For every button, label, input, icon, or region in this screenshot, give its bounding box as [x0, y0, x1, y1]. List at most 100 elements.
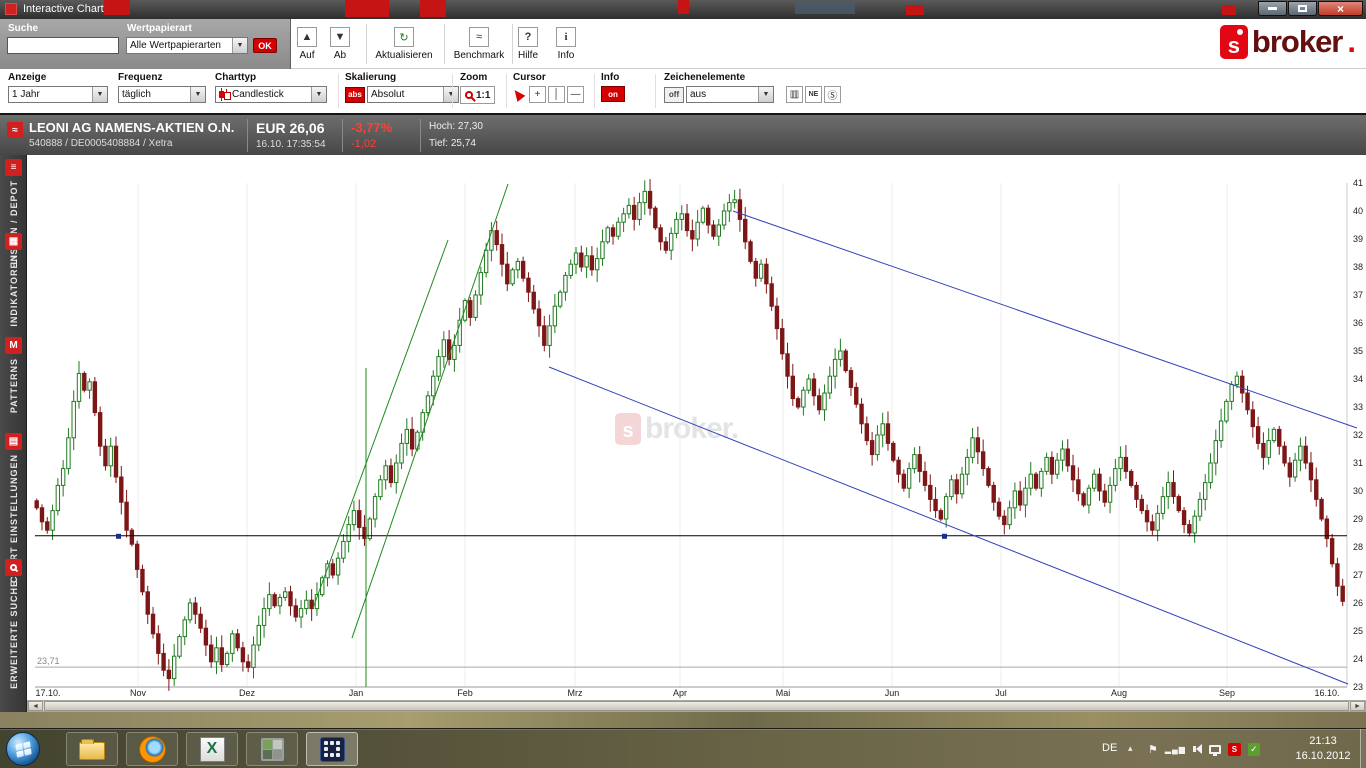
zeichenelemente-select[interactable]: aus ▼: [686, 86, 774, 103]
sidebar-item-indikatoren[interactable]: ▦ INDIKATOREN: [0, 233, 27, 327]
chevron-down-icon[interactable]: ▼: [232, 38, 247, 53]
scroll-right-button[interactable]: ►: [1350, 701, 1365, 711]
sidebar-item-patterns[interactable]: M PATTERNS: [0, 337, 27, 413]
app-tiles-icon: [259, 736, 285, 762]
candle: [758, 259, 764, 282]
magnifier-icon: [465, 91, 473, 99]
candle: [1150, 514, 1155, 535]
sidebar-item-chart-einstellungen[interactable]: ▤ CHART EINSTELLUNGEN: [0, 433, 27, 583]
candle: [1155, 504, 1160, 542]
taskbar-app-button[interactable]: [246, 732, 298, 766]
candlestick-plot[interactable]: 23,71 41 40 39 38 37 36 35 34 33 32 31 30 29 28 27 26 25 2…: [27, 155, 1366, 700]
candle: [690, 219, 695, 252]
vline-cursor-button[interactable]: │: [548, 86, 565, 103]
candle: [240, 641, 246, 672]
separator: [338, 74, 339, 108]
candle: [187, 598, 193, 624]
candle: [891, 441, 896, 463]
bar-chart-icon[interactable]: ▥: [786, 86, 803, 103]
candle: [906, 462, 912, 498]
benchmark-button[interactable]: ≈ Benchmark: [450, 27, 508, 61]
taskbar-firefox-button[interactable]: [126, 732, 178, 766]
zoom-1-1-button[interactable]: 1:1: [460, 86, 496, 104]
skalierung-select[interactable]: Absolut ▼: [367, 86, 459, 103]
off-badge[interactable]: off: [664, 86, 684, 103]
candle: [330, 559, 335, 579]
candle: [1261, 432, 1266, 470]
volume-icon[interactable]: [1192, 744, 1202, 754]
candle: [499, 233, 505, 277]
hilfe-button[interactable]: ? Hilfe: [518, 27, 538, 61]
chart-area[interactable]: s broker. 23,71 41 40 39 38 37 36 35 34 33 32 31 30 2…: [27, 155, 1366, 712]
candle: [1181, 507, 1187, 534]
crosshair-cursor-button[interactable]: +: [529, 86, 546, 103]
ab-label: Ab: [333, 50, 347, 61]
candle: [478, 266, 484, 305]
taskbar-explorer-button[interactable]: [66, 732, 118, 766]
network-icon[interactable]: [1208, 744, 1221, 756]
ne-icon[interactable]: NE: [805, 86, 822, 103]
shield-check-icon[interactable]: ✓: [1247, 742, 1260, 756]
candle: [367, 516, 373, 541]
sbroker-tray-icon[interactable]: S: [1227, 742, 1241, 756]
cursor-pointer-icon[interactable]: [510, 87, 526, 102]
charttyp-select[interactable]: Candlestick ▼: [215, 86, 327, 103]
auf-button[interactable]: ▲ Auf: [297, 27, 317, 61]
wertpapierart-select[interactable]: Alle Wertpapierarten ▼: [126, 37, 248, 54]
candle: [1329, 533, 1335, 568]
minimize-button[interactable]: [1258, 1, 1287, 16]
candle: [1245, 385, 1250, 415]
search-input[interactable]: [7, 37, 119, 54]
hline-cursor-button[interactable]: —: [567, 86, 584, 103]
ok-button[interactable]: OK: [253, 38, 277, 53]
taskbar-clock[interactable]: 21:13 16.10.2012: [1286, 734, 1360, 764]
chevron-down-icon[interactable]: ▼: [758, 87, 773, 102]
chevron-down-icon[interactable]: ▼: [443, 87, 458, 102]
start-button[interactable]: [6, 732, 40, 766]
candle: [954, 473, 959, 504]
show-desktop-button[interactable]: [1360, 729, 1366, 768]
candle: [171, 643, 177, 686]
candle: [425, 391, 431, 417]
brand-name: broker: [1251, 24, 1343, 59]
candle: [1176, 494, 1181, 513]
chevron-down-icon[interactable]: ▼: [92, 87, 107, 102]
chevron-down-icon[interactable]: ▼: [190, 87, 205, 102]
close-button[interactable]: ×: [1318, 1, 1363, 16]
candle: [230, 630, 235, 662]
candle: [145, 585, 150, 624]
action-center-flag-icon[interactable]: ⚑: [1148, 743, 1158, 756]
taskbar-chart-app-button[interactable]: [306, 732, 358, 766]
tray-expand-icon[interactable]: ▴: [1128, 743, 1133, 753]
sidebar-item-erweiterte-suche[interactable]: ERWEITERTE SUCHE: [0, 559, 27, 689]
ab-button[interactable]: ▼ Ab: [330, 27, 350, 61]
frequenz-select[interactable]: täglich ▼: [118, 86, 206, 103]
candle: [1266, 428, 1271, 465]
annotations-layer: [35, 183, 1358, 687]
maximize-button[interactable]: [1288, 1, 1317, 16]
svg-text:32: 32: [1353, 430, 1363, 440]
candle: [774, 297, 780, 340]
signal-bars-icon[interactable]: ▂▄▆: [1164, 744, 1186, 754]
info-on-toggle[interactable]: on: [601, 86, 625, 102]
abs-badge[interactable]: abs: [345, 86, 365, 103]
candle: [293, 598, 298, 622]
anzeige-select[interactable]: 1 Jahr ▼: [8, 86, 108, 103]
sidebar-item-listen-depot[interactable]: ≡ LISTEN / DEPOT: [0, 159, 27, 265]
candle: [1039, 467, 1044, 497]
taskbar-excel-button[interactable]: X: [186, 732, 238, 766]
aktualisieren-button[interactable]: ↻ Aktualisieren: [374, 27, 434, 61]
language-indicator[interactable]: DE: [1102, 742, 1118, 754]
horizontal-scrollbar[interactable]: ◄ ►: [27, 700, 1366, 712]
scroll-left-button[interactable]: ◄: [28, 701, 43, 711]
scrollbar-thumb[interactable]: [44, 701, 1349, 711]
candle: [283, 587, 288, 601]
candle: [1129, 469, 1134, 488]
svg-text:Aug: Aug: [1111, 688, 1127, 698]
chevron-down-icon[interactable]: ▼: [311, 87, 326, 102]
s-circle-icon[interactable]: Ⓢ: [824, 86, 841, 103]
separator: [444, 24, 445, 64]
info-button[interactable]: i Info: [556, 27, 576, 61]
candle: [1234, 371, 1240, 389]
titlebar-artifact: [906, 5, 924, 15]
